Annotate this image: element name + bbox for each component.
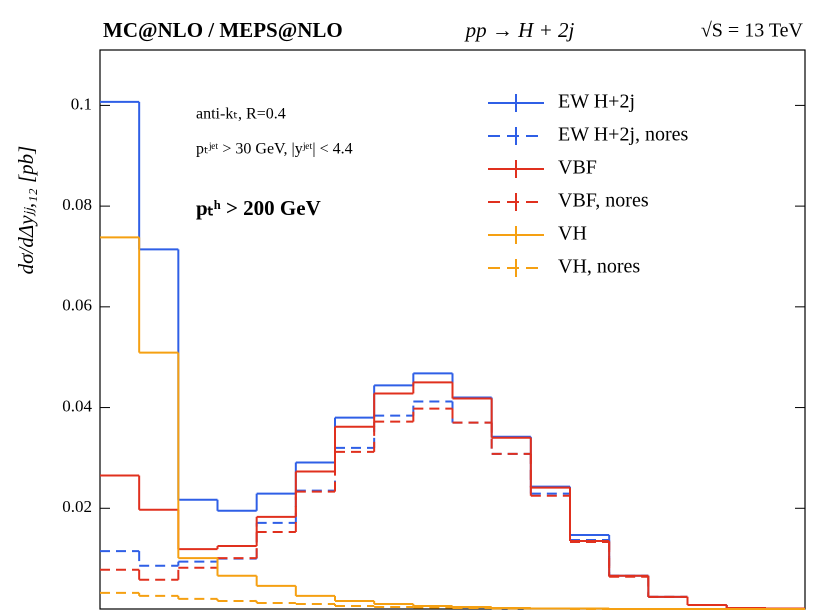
chart-title: MC@NLO / MEPS@NLO <box>103 18 343 42</box>
annotation: pₜʰ > 200 GeV <box>196 196 321 220</box>
plot-frame <box>99 49 806 610</box>
legend-label: VBF <box>558 157 597 179</box>
y-axis-label: dσ/dΔyⱼⱼ,₁₂ [pb] <box>14 146 38 275</box>
y-tick-label: 0.02 <box>62 497 92 516</box>
process-label: pp → H + 2j <box>464 18 575 42</box>
y-tick-label: 0.08 <box>62 195 92 214</box>
legend-label: VBF, nores <box>558 190 649 212</box>
annotation: pₜʲᵉᵗ > 30 GeV, |yʲᵉᵗ| < 4.4 <box>196 141 353 158</box>
energy-label: √S = 13 TeV <box>701 20 804 42</box>
y-tick-label: 0.04 <box>62 396 92 415</box>
legend-label: EW H+2j <box>558 91 635 113</box>
y-tick-label: 0.1 <box>71 94 92 113</box>
legend-label: EW H+2j, nores <box>558 124 689 146</box>
annotation: anti-kₜ, R=0.4 <box>196 106 286 123</box>
legend-label: VH <box>558 223 587 245</box>
legend-label: VH, nores <box>558 256 640 278</box>
y-tick-label: 0.06 <box>62 296 92 315</box>
